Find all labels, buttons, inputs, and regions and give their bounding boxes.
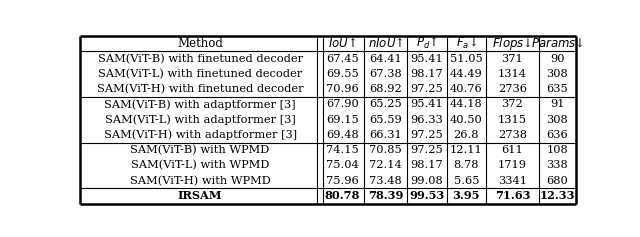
Text: 98.17: 98.17 <box>410 160 443 170</box>
Text: 73.48: 73.48 <box>369 176 402 186</box>
Text: 44.18: 44.18 <box>450 100 483 109</box>
Text: SAM(ViT-B) with WPMD: SAM(ViT-B) with WPMD <box>131 145 269 155</box>
Text: $Flops$↓: $Flops$↓ <box>492 35 532 52</box>
Text: SAM(ViT-B) with finetuned decoder: SAM(ViT-B) with finetuned decoder <box>97 54 303 64</box>
Text: 8.78: 8.78 <box>454 160 479 170</box>
Text: 97.25: 97.25 <box>410 145 443 155</box>
Text: 72.14: 72.14 <box>369 160 402 170</box>
Text: 12.11: 12.11 <box>450 145 483 155</box>
Text: 68.92: 68.92 <box>369 84 402 94</box>
Text: 108: 108 <box>547 145 568 155</box>
Text: 44.49: 44.49 <box>450 69 483 79</box>
Text: SAM(ViT-L) with finetuned decoder: SAM(ViT-L) with finetuned decoder <box>98 69 302 79</box>
Text: 90: 90 <box>550 54 564 64</box>
Text: 636: 636 <box>547 130 568 140</box>
Text: 70.85: 70.85 <box>369 145 402 155</box>
Text: 64.41: 64.41 <box>369 54 402 64</box>
Text: $P_d$↑: $P_d$↑ <box>416 36 438 51</box>
Text: 69.48: 69.48 <box>326 130 358 140</box>
Text: 98.17: 98.17 <box>410 69 443 79</box>
Text: 71.63: 71.63 <box>495 191 530 201</box>
Text: 75.96: 75.96 <box>326 176 358 186</box>
Text: 26.8: 26.8 <box>454 130 479 140</box>
Text: 99.08: 99.08 <box>410 176 443 186</box>
Text: 371: 371 <box>502 54 524 64</box>
Text: 65.59: 65.59 <box>369 115 402 125</box>
Text: 1315: 1315 <box>498 115 527 125</box>
Text: SAM(ViT-H) with WPMD: SAM(ViT-H) with WPMD <box>130 176 271 186</box>
Text: 69.15: 69.15 <box>326 115 358 125</box>
Text: 5.65: 5.65 <box>454 176 479 186</box>
Text: SAM(ViT-L) with WPMD: SAM(ViT-L) with WPMD <box>131 160 269 171</box>
Text: 80.78: 80.78 <box>324 191 360 201</box>
Text: 95.41: 95.41 <box>410 100 443 109</box>
Text: 67.38: 67.38 <box>369 69 402 79</box>
Text: 97.25: 97.25 <box>410 130 443 140</box>
Text: SAM(ViT-H) with adaptformer [3]: SAM(ViT-H) with adaptformer [3] <box>104 130 297 140</box>
Text: 611: 611 <box>502 145 524 155</box>
Text: 91: 91 <box>550 100 564 109</box>
Text: SAM(ViT-H) with finetuned decoder: SAM(ViT-H) with finetuned decoder <box>97 84 303 94</box>
Text: $Params$↓: $Params$↓ <box>531 37 584 50</box>
Text: 70.96: 70.96 <box>326 84 358 94</box>
Text: 3.95: 3.95 <box>452 191 480 201</box>
Text: 635: 635 <box>547 84 568 94</box>
Text: 2736: 2736 <box>498 84 527 94</box>
Text: 97.25: 97.25 <box>410 84 443 94</box>
Text: 96.33: 96.33 <box>410 115 443 125</box>
Text: 69.55: 69.55 <box>326 69 358 79</box>
Text: $IoU$↑: $IoU$↑ <box>328 37 356 50</box>
Text: 40.76: 40.76 <box>450 84 483 94</box>
Text: 372: 372 <box>502 100 524 109</box>
Text: 99.53: 99.53 <box>409 191 444 201</box>
Text: $F_a$↓: $F_a$↓ <box>456 36 477 51</box>
Text: 12.33: 12.33 <box>540 191 575 201</box>
Text: 1314: 1314 <box>498 69 527 79</box>
Text: $nIoU$↑: $nIoU$↑ <box>368 37 404 50</box>
Text: 74.15: 74.15 <box>326 145 358 155</box>
Text: 75.04: 75.04 <box>326 160 358 170</box>
Text: 1719: 1719 <box>498 160 527 170</box>
Text: 95.41: 95.41 <box>410 54 443 64</box>
Text: 308: 308 <box>547 69 568 79</box>
Text: SAM(ViT-L) with adaptformer [3]: SAM(ViT-L) with adaptformer [3] <box>105 114 296 125</box>
Text: IRSAM: IRSAM <box>178 191 222 201</box>
Text: 65.25: 65.25 <box>369 100 402 109</box>
Text: 51.05: 51.05 <box>450 54 483 64</box>
Text: 67.90: 67.90 <box>326 100 358 109</box>
Text: SAM(ViT-B) with adaptformer [3]: SAM(ViT-B) with adaptformer [3] <box>104 99 296 110</box>
Text: 680: 680 <box>547 176 568 186</box>
Text: 3341: 3341 <box>498 176 527 186</box>
Text: 308: 308 <box>547 115 568 125</box>
Text: 338: 338 <box>547 160 568 170</box>
Text: 66.31: 66.31 <box>369 130 402 140</box>
Text: Method: Method <box>177 37 223 50</box>
Text: 78.39: 78.39 <box>368 191 403 201</box>
Text: 40.50: 40.50 <box>450 115 483 125</box>
Text: 67.45: 67.45 <box>326 54 358 64</box>
Text: 2738: 2738 <box>498 130 527 140</box>
